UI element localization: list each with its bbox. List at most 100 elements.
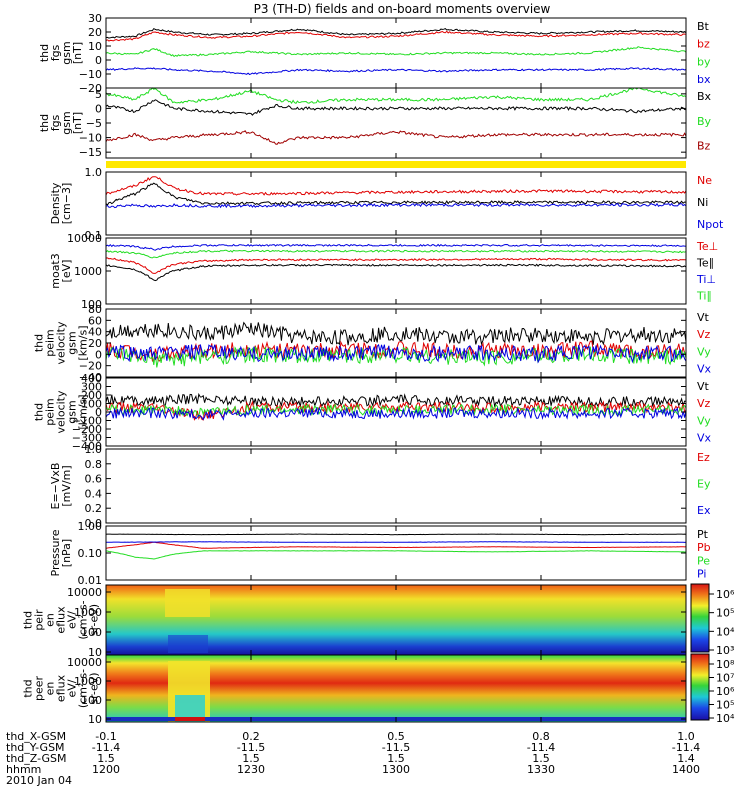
y-tick-label: 0 <box>95 406 102 419</box>
y-tick: 1.0 <box>85 166 686 179</box>
y-tick: −15 <box>79 146 686 159</box>
y-axis-label: eV/ <box>66 679 79 697</box>
footer-value: 0.2 <box>242 730 260 743</box>
y-axis-label: thd <box>33 334 46 352</box>
plot-title: P3 (TH-D) fields and on-board moments ov… <box>254 2 551 16</box>
y-tick-label: 1.0 <box>85 166 103 179</box>
y-axis-label: peim <box>44 329 57 357</box>
legend-entry: Bx <box>697 90 712 103</box>
y-axis-label: Density <box>49 182 62 224</box>
y-axis-label: gsm <box>60 41 73 64</box>
y-tick: 5 <box>95 88 686 101</box>
series-line-Pe <box>106 550 687 560</box>
y-tick: −400 <box>72 440 686 453</box>
y-axis-label: [km/s] <box>77 325 90 360</box>
colorbar <box>690 653 710 721</box>
legend-entry: Te⊥ <box>696 240 718 253</box>
footer-value: 1.0 <box>677 730 695 743</box>
panel-4: 10000 1000 100 moat3[eV] Te⊥ Te∥ Ti⊥ Ti∥ <box>49 232 718 311</box>
series-line-Npot <box>105 202 687 209</box>
y-tick-label: 100 <box>81 626 102 639</box>
y-axis-label: en <box>44 682 57 696</box>
y-tick-label: −100 <box>72 415 102 428</box>
y-tick: 60 <box>88 314 686 327</box>
legend-entry: Ni <box>697 196 708 209</box>
series-line-Vz <box>105 400 687 421</box>
y-tick-label: 0 <box>95 54 102 67</box>
y-tick-label: 60 <box>88 314 102 327</box>
y-tick: 20 <box>88 337 686 350</box>
y-tick-label: −200 <box>72 423 102 436</box>
footer-value: -11.4 <box>92 741 120 754</box>
y-tick-label: 300 <box>81 381 102 394</box>
footer-value: -11.5 <box>382 741 410 754</box>
y-tick-label: 10000 <box>67 232 102 245</box>
y-tick: 80 <box>88 303 686 316</box>
series-line-Pt <box>105 533 687 536</box>
footer-value: 1.4 <box>677 752 695 765</box>
y-tick: −10 <box>79 132 686 145</box>
legend-entry: Ti⊥ <box>696 273 716 286</box>
footer-value: 1400 <box>672 763 700 776</box>
y-tick: 100 <box>81 398 686 411</box>
y-axis-label: peir <box>33 609 46 631</box>
y-axis-label: (cm²-s- <box>77 669 90 708</box>
y-axis-label: gsm <box>66 331 79 354</box>
legend-entry: Ti∥ <box>696 290 712 303</box>
y-tick-label: 1000 <box>74 675 102 688</box>
y-tick: 1000 <box>74 265 686 278</box>
legend-entry: By <box>697 115 712 128</box>
footer-value: 1300 <box>382 763 410 776</box>
y-axis-label: [km/s] <box>77 394 90 429</box>
y-axis-label: eflux <box>55 674 68 702</box>
series-line-Pb <box>105 541 687 549</box>
panel-frame <box>105 308 687 378</box>
y-tick-label: 0.6 <box>85 473 103 486</box>
legend-entry: Bt <box>697 20 710 33</box>
y-tick-label: −15 <box>79 146 102 159</box>
y-axis-label: eflux <box>55 606 68 634</box>
colorbar-label: 10⁷ <box>716 672 734 685</box>
legend-entry: Vt <box>697 380 710 393</box>
y-tick: 0 <box>95 102 686 115</box>
y-axis-label: en <box>44 613 57 627</box>
panel-frame <box>105 237 687 305</box>
y-tick-label: 10 <box>88 40 102 53</box>
legend-entry: Ne <box>697 174 712 187</box>
y-tick: −200 <box>72 423 686 436</box>
y-tick-label: 0 <box>95 348 102 361</box>
series-line-bz <box>105 30 687 42</box>
y-tick-label: −10 <box>79 68 102 81</box>
footer-value: 1200 <box>92 763 120 776</box>
y-tick: 0.01 <box>78 574 686 587</box>
y-tick: 0.4 <box>85 487 686 500</box>
footer-value: 1.5 <box>97 752 115 765</box>
footer-value: -11.4 <box>672 741 700 754</box>
y-axis-label: gsm <box>60 111 73 134</box>
footer-value: -11.5 <box>237 741 265 754</box>
series-line-Bz <box>105 130 687 145</box>
footer-value: 1.5 <box>387 752 405 765</box>
y-tick-label: 5 <box>95 88 102 101</box>
y-tick-label: 1000 <box>74 265 102 278</box>
y-tick: 300 <box>81 381 686 394</box>
y-tick: 10000 <box>67 656 686 669</box>
y-tick: 1.0 <box>85 443 686 456</box>
legend-entry: bz <box>697 38 710 51</box>
y-axis-label: (cm²-s- <box>77 600 90 639</box>
series-line-By <box>105 87 687 104</box>
y-tick-label: 0.1 <box>85 229 103 242</box>
legend-entry: bx <box>697 73 711 86</box>
y-tick-label: 0.8 <box>85 458 103 471</box>
y-tick: −40 <box>79 371 686 384</box>
y-axis-label: eV/ <box>66 611 79 629</box>
footer-row-label: hhmm <box>6 763 41 776</box>
y-axis-label: peer <box>33 676 46 702</box>
footer-value: 1.5 <box>532 752 550 765</box>
series-line-Vt <box>105 321 687 346</box>
colorbar-label: 10³ <box>716 644 734 657</box>
y-tick-label: 1000 <box>74 606 102 619</box>
